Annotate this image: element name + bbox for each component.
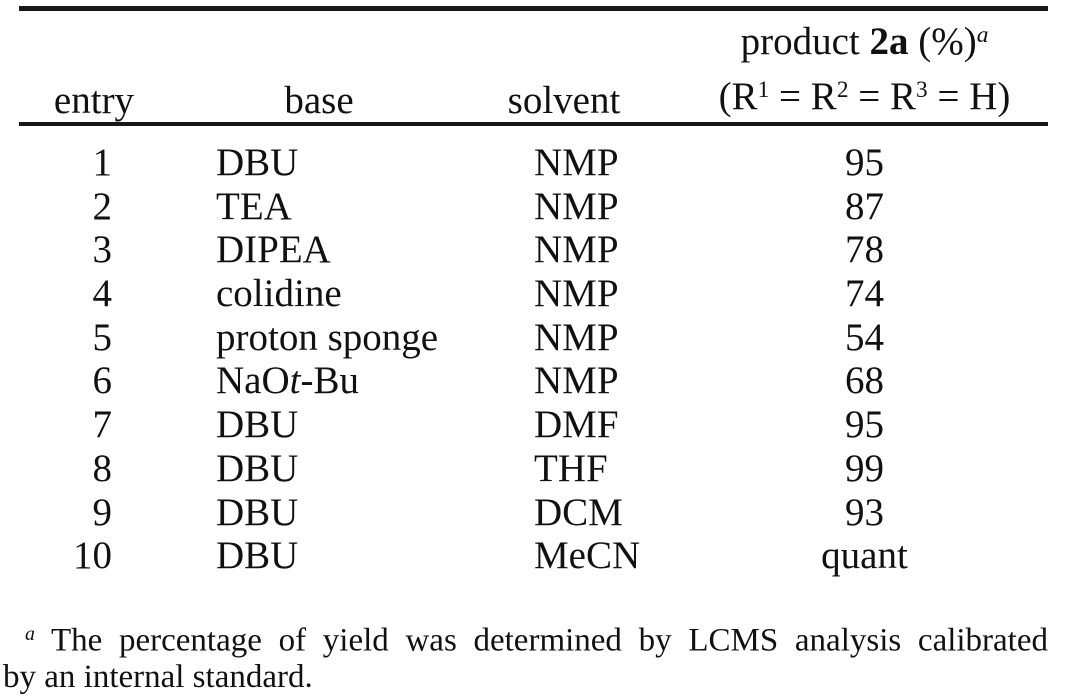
footnote-line2: by an internal standard. — [3, 659, 1048, 696]
solvent-cell: DMF — [534, 403, 619, 447]
base-cell: DBU — [169, 140, 469, 185]
yield-cell: 95 — [845, 403, 884, 447]
text-segment: (%) — [908, 20, 977, 64]
yield-cell: 87 — [845, 184, 884, 228]
table-row: 8 DBU THF 99 — [19, 446, 1048, 490]
text-segment: TEA — [216, 184, 292, 228]
text-segment: DBU — [216, 403, 299, 447]
entry-cell: 9 — [92, 490, 113, 534]
yield-cell: quant — [821, 534, 908, 578]
entry-cell: 1 — [92, 141, 113, 184]
text-segment: 2a — [869, 20, 909, 64]
text-segment: NaO — [216, 359, 290, 403]
text-segment: product — [740, 20, 870, 64]
table-row: 4 colidine NMP 74 — [19, 271, 1048, 315]
yield-cell: 95 — [845, 141, 884, 184]
text-segment: colidine — [216, 272, 342, 316]
text-segment: DBU — [216, 534, 299, 578]
base-cell: DBU — [169, 446, 469, 491]
yield-cell: 78 — [845, 228, 884, 272]
entry-cell: 6 — [92, 359, 113, 403]
footnote: a The percentage of yield was determined… — [3, 616, 1048, 696]
text-segment: DBU — [216, 446, 299, 490]
table-header-row: entry base solvent product 2a (%)a (R1 =… — [19, 11, 1048, 122]
header-divider-rule — [19, 122, 1048, 126]
text-segment: a — [25, 623, 35, 645]
table-body: 1 DBU NMP 95 2 TEA NMP 87 3 DIPEA NMP 78 4 colidine NM… — [19, 126, 1048, 577]
table-row: 2 TEA NMP 87 — [19, 184, 1048, 228]
text-segment: DBU — [216, 141, 299, 184]
text-segment: The percentage of yield was determined b… — [34, 622, 1048, 659]
entry-cell: 3 — [92, 228, 113, 272]
yield-cell: 54 — [845, 315, 884, 359]
table-row: 10 DBU MeCN quant — [19, 533, 1048, 577]
text-segment: = R — [848, 75, 917, 119]
text-segment: 1 — [757, 77, 770, 104]
solvent-cell: DCM — [534, 490, 623, 534]
table-row: 6 NaOt-Bu NMP 68 — [19, 358, 1048, 402]
solvent-cell: NMP — [534, 359, 619, 403]
entry-cell: 2 — [92, 184, 113, 228]
text-segment: a — [976, 22, 989, 48]
base-cell: DBU — [169, 490, 469, 535]
base-cell: DIPEA — [169, 227, 469, 272]
yield-cell: 68 — [845, 359, 884, 403]
yield-cell: 99 — [845, 446, 884, 490]
solvent-cell: NMP — [534, 141, 619, 184]
footnote-line1: a The percentage of yield was determined… — [3, 616, 1048, 659]
base-cell: proton sponge — [169, 315, 469, 360]
yield-cell: 74 — [845, 272, 884, 316]
text-segment: t — [289, 359, 301, 403]
text-segment: (R — [718, 75, 758, 119]
solvent-cell: NMP — [534, 228, 619, 272]
base-cell: DBU — [169, 533, 469, 578]
text-segment: 2 — [836, 77, 849, 104]
solvent-cell: MeCN — [534, 534, 641, 578]
solvent-cell: NMP — [534, 272, 619, 316]
entry-cell: 8 — [92, 446, 113, 490]
entry-cell: 10 — [73, 534, 112, 578]
base-cell: TEA — [169, 184, 469, 229]
table-top-rule — [19, 6, 1048, 11]
entry-cell: 4 — [92, 272, 113, 316]
table-row: 1 DBU NMP 95 — [19, 140, 1048, 184]
text-segment: = R — [769, 75, 837, 119]
base-cell: DBU — [169, 402, 469, 447]
text-segment: proton sponge — [216, 315, 439, 359]
column-header-entry: entry — [53, 79, 135, 123]
base-cell: colidine — [169, 271, 469, 316]
column-header-base: base — [284, 79, 354, 123]
solvent-cell: NMP — [534, 184, 619, 228]
table-row: 5 proton sponge NMP 54 — [19, 315, 1048, 359]
product-header-line1: product 2a (%)a — [681, 11, 1048, 66]
entry-cell: 5 — [92, 315, 113, 359]
entry-cell: 7 — [92, 403, 113, 447]
table-row: 7 DBU DMF 95 — [19, 402, 1048, 446]
table-row: 3 DIPEA NMP 78 — [19, 227, 1048, 271]
text-segment: by an internal standard. — [3, 659, 313, 696]
solvent-cell: THF — [534, 446, 608, 490]
yield-cell: 93 — [845, 490, 884, 534]
text-segment: DIPEA — [216, 228, 331, 272]
text-segment: = H) — [927, 75, 1011, 119]
table-row: 9 DBU DCM 93 — [19, 490, 1048, 534]
text-segment: -Bu — [300, 359, 359, 403]
text-segment: 3 — [916, 77, 928, 104]
product-header-line2: (R1 = R2 = R3 = H) — [681, 66, 1048, 121]
solvent-cell: NMP — [534, 315, 619, 359]
column-header-product-yield: product 2a (%)a (R1 = R2 = R3 = H) — [659, 11, 1048, 130]
base-cell: NaOt-Bu — [169, 358, 469, 403]
text-segment: DBU — [216, 490, 299, 534]
column-header-solvent: solvent — [507, 79, 621, 123]
